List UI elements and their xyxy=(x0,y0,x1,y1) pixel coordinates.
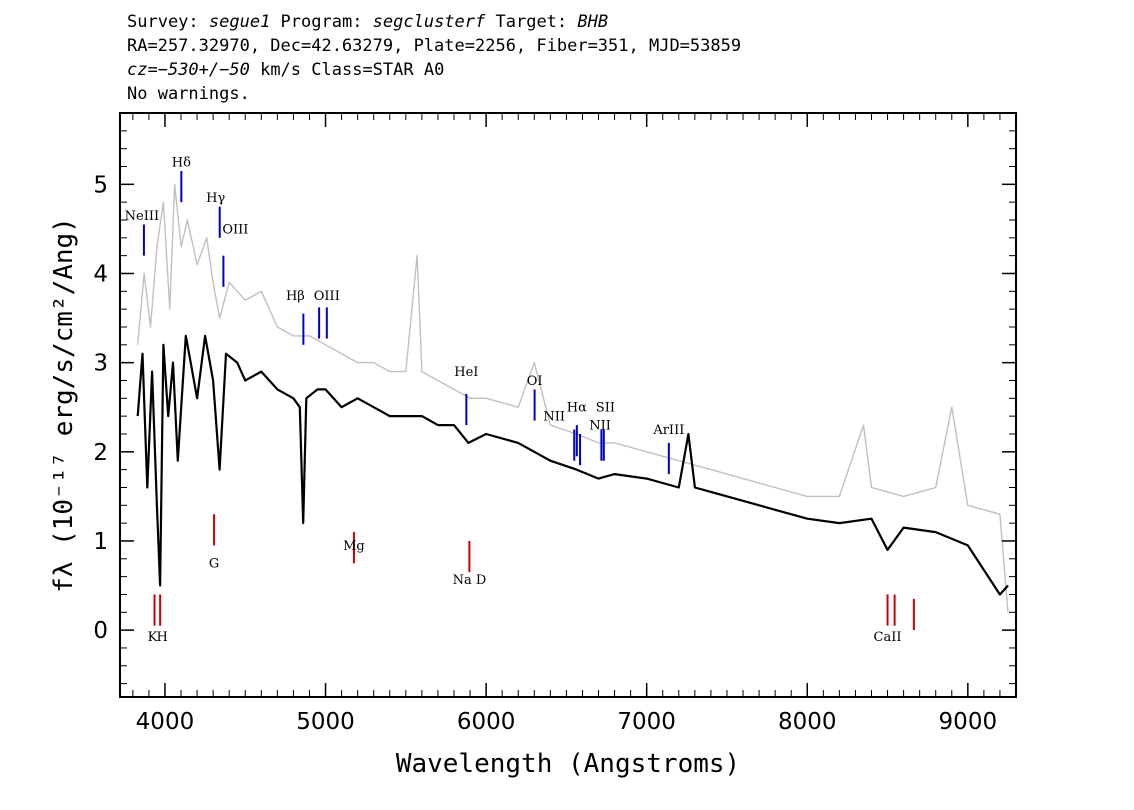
redshift-line: cz=−530+/−50 km/s Class=STAR A0 xyxy=(127,58,741,82)
emission-line-label: NeIII xyxy=(125,209,159,224)
coordinates-line: RA=257.32970, Dec=42.63279, Plate=2256, … xyxy=(127,36,742,56)
flux-series-line xyxy=(136,334,1009,596)
program-value: segclusterf xyxy=(372,12,486,32)
spectrum-header: Survey: segue1 Program: segclusterf Targ… xyxy=(127,10,741,106)
emission-line-label: OIII xyxy=(314,289,340,304)
y-tick-label: 1 xyxy=(93,529,108,555)
absorption-line-label: H xyxy=(156,630,167,645)
cz-label: cz= xyxy=(127,60,158,80)
x-tick-label: 6000 xyxy=(457,709,516,735)
plot-frame xyxy=(119,112,1017,698)
target-value: BHB xyxy=(577,12,609,32)
emission-line-label: NII xyxy=(589,419,611,434)
survey-value: segue1 xyxy=(208,12,271,32)
y-tick-label: 2 xyxy=(93,440,108,466)
x-axis-label: Wavelength (Angstroms) xyxy=(396,749,740,779)
x-tick-label: 9000 xyxy=(939,709,998,735)
emission-line-label: ArIII xyxy=(652,423,684,438)
cz-value: −530+/−50 xyxy=(157,60,250,80)
emission-line-label: NII xyxy=(543,410,565,425)
survey-label: Survey: xyxy=(127,12,209,32)
emission-line-label: OI xyxy=(527,374,543,389)
absorption-line-label: G xyxy=(209,557,219,572)
y-tick-label: 0 xyxy=(93,618,108,644)
absorption-line-label: Na D xyxy=(453,573,487,588)
emission-line-label: HeI xyxy=(454,365,478,380)
absorption-line-label: Mg xyxy=(343,539,365,554)
emission-line-label: SII xyxy=(596,401,615,416)
x-tick-label: 7000 xyxy=(617,709,676,735)
y-axis-label: fλ (10⁻¹⁷ erg/s/cm²/Ang) xyxy=(49,217,79,593)
absorption-line-label: CaII xyxy=(874,630,902,645)
emission-line-label: Hα xyxy=(567,401,587,416)
x-tick-label: 8000 xyxy=(778,709,837,735)
class-text: km/s Class=STAR A0 xyxy=(249,60,445,80)
target-label: Target: xyxy=(485,12,578,32)
x-tick-label: 4000 xyxy=(136,709,195,735)
emission-line-label: OIII xyxy=(222,222,248,237)
program-label: Program: xyxy=(270,12,373,32)
emission-line-label: Hγ xyxy=(206,191,225,206)
survey-line: Survey: segue1 Program: segclusterf Targ… xyxy=(127,10,741,34)
warnings-line: No warnings. xyxy=(127,84,250,104)
emission-line-label: Hδ xyxy=(172,155,191,170)
y-tick-label: 4 xyxy=(93,261,108,287)
absorption-line-label: K xyxy=(148,630,158,645)
error-series-line xyxy=(137,183,1009,613)
emission-line-label: Hβ xyxy=(286,289,305,304)
y-tick-label: 5 xyxy=(93,172,108,198)
x-tick-label: 5000 xyxy=(296,709,355,735)
y-tick-label: 3 xyxy=(93,351,108,377)
